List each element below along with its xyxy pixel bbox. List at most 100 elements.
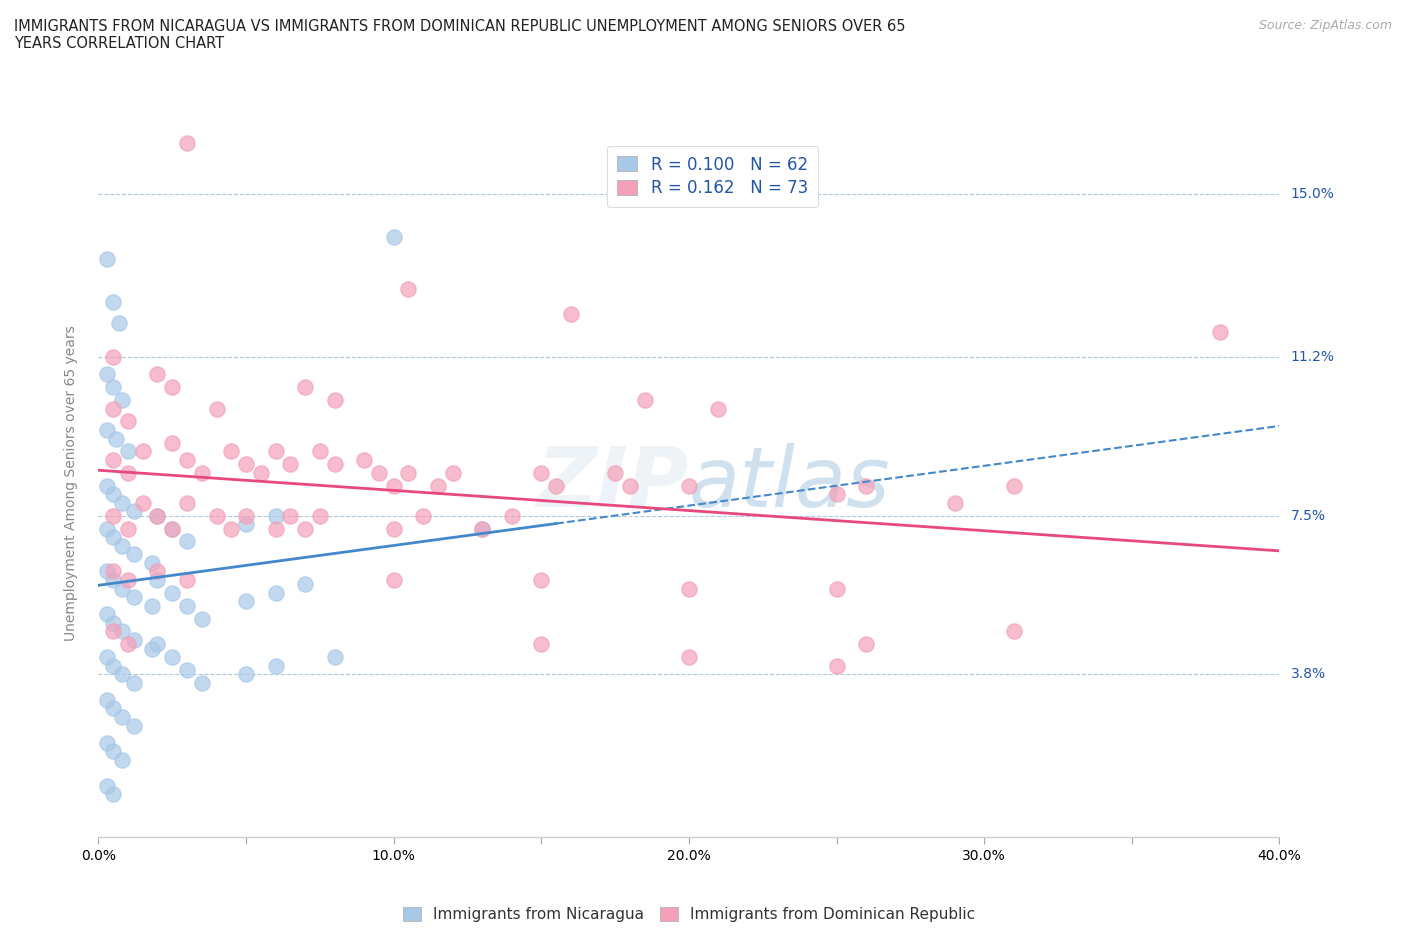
Point <box>707 401 730 416</box>
Point <box>176 453 198 468</box>
Point <box>111 581 134 596</box>
Text: 7.5%: 7.5% <box>1291 509 1326 523</box>
Point <box>176 662 198 677</box>
Point <box>117 637 139 652</box>
Point <box>943 496 966 511</box>
Point <box>103 294 125 309</box>
Point <box>205 401 228 416</box>
Point <box>146 637 169 652</box>
Point <box>530 465 553 480</box>
Point <box>221 444 243 458</box>
Point <box>146 509 169 524</box>
Text: 15.0%: 15.0% <box>1291 188 1334 202</box>
Point <box>176 598 198 613</box>
Point <box>117 573 139 588</box>
Text: Source: ZipAtlas.com: Source: ZipAtlas.com <box>1258 19 1392 32</box>
Point <box>264 521 287 536</box>
Point <box>96 251 118 266</box>
Point <box>122 632 145 647</box>
Point <box>103 530 125 545</box>
Point <box>176 496 198 511</box>
Point <box>111 667 134 682</box>
Point <box>353 453 375 468</box>
Point <box>122 547 145 562</box>
Point <box>162 435 183 450</box>
Point <box>294 521 316 536</box>
Text: IMMIGRANTS FROM NICARAGUA VS IMMIGRANTS FROM DOMINICAN REPUBLIC UNEMPLOYMENT AMO: IMMIGRANTS FROM NICARAGUA VS IMMIGRANTS … <box>14 19 905 51</box>
Point <box>117 444 139 458</box>
Point <box>103 701 125 716</box>
Point <box>427 478 450 493</box>
Point <box>103 401 125 416</box>
Point <box>605 465 627 480</box>
Point <box>103 564 125 578</box>
Point <box>96 521 118 536</box>
Point <box>191 465 214 480</box>
Point <box>141 598 163 613</box>
Point <box>382 478 405 493</box>
Point <box>825 581 848 596</box>
Point <box>264 658 287 673</box>
Point <box>111 392 134 407</box>
Point <box>264 585 287 600</box>
Point <box>103 744 125 759</box>
Point <box>323 392 346 407</box>
Point <box>111 752 134 767</box>
Point <box>678 478 700 493</box>
Point <box>1002 624 1025 639</box>
Point <box>103 350 125 365</box>
Point <box>176 534 198 549</box>
Point <box>122 590 145 604</box>
Point <box>103 616 125 631</box>
Point <box>162 521 183 536</box>
Point <box>412 509 434 524</box>
Point <box>530 573 553 588</box>
Point <box>103 787 125 802</box>
Point <box>825 658 848 673</box>
Point <box>96 736 118 751</box>
Point <box>111 710 134 724</box>
Point <box>117 521 139 536</box>
Point <box>250 465 273 480</box>
Point <box>111 538 134 553</box>
Point <box>146 564 169 578</box>
Point <box>176 136 198 151</box>
Point <box>141 641 163 656</box>
Point <box>855 637 877 652</box>
Point <box>105 432 128 446</box>
Point <box>235 457 257 472</box>
Legend: Immigrants from Nicaragua, Immigrants from Dominican Republic: Immigrants from Nicaragua, Immigrants fr… <box>396 901 981 928</box>
Point <box>96 778 118 793</box>
Point <box>1209 324 1232 339</box>
Point <box>111 496 134 511</box>
Point <box>132 496 155 511</box>
Point <box>634 392 657 407</box>
Point <box>264 509 287 524</box>
Point <box>146 509 169 524</box>
Point <box>96 422 118 437</box>
Point <box>825 487 848 502</box>
Point <box>191 675 214 690</box>
Point <box>146 367 169 382</box>
Point <box>96 650 118 665</box>
Point <box>103 624 125 639</box>
Point <box>111 624 134 639</box>
Point <box>382 573 405 588</box>
Point <box>560 307 582 322</box>
Point <box>162 379 183 394</box>
Point <box>678 581 700 596</box>
Point <box>546 478 568 493</box>
Point <box>471 521 494 536</box>
Point <box>103 573 125 588</box>
Point <box>368 465 391 480</box>
Point <box>103 453 125 468</box>
Point <box>122 718 145 733</box>
Text: 11.2%: 11.2% <box>1291 351 1334 365</box>
Point <box>235 667 257 682</box>
Point <box>382 521 405 536</box>
Point <box>235 594 257 609</box>
Point <box>398 465 420 480</box>
Point <box>264 444 287 458</box>
Point <box>146 573 169 588</box>
Point <box>141 555 163 570</box>
